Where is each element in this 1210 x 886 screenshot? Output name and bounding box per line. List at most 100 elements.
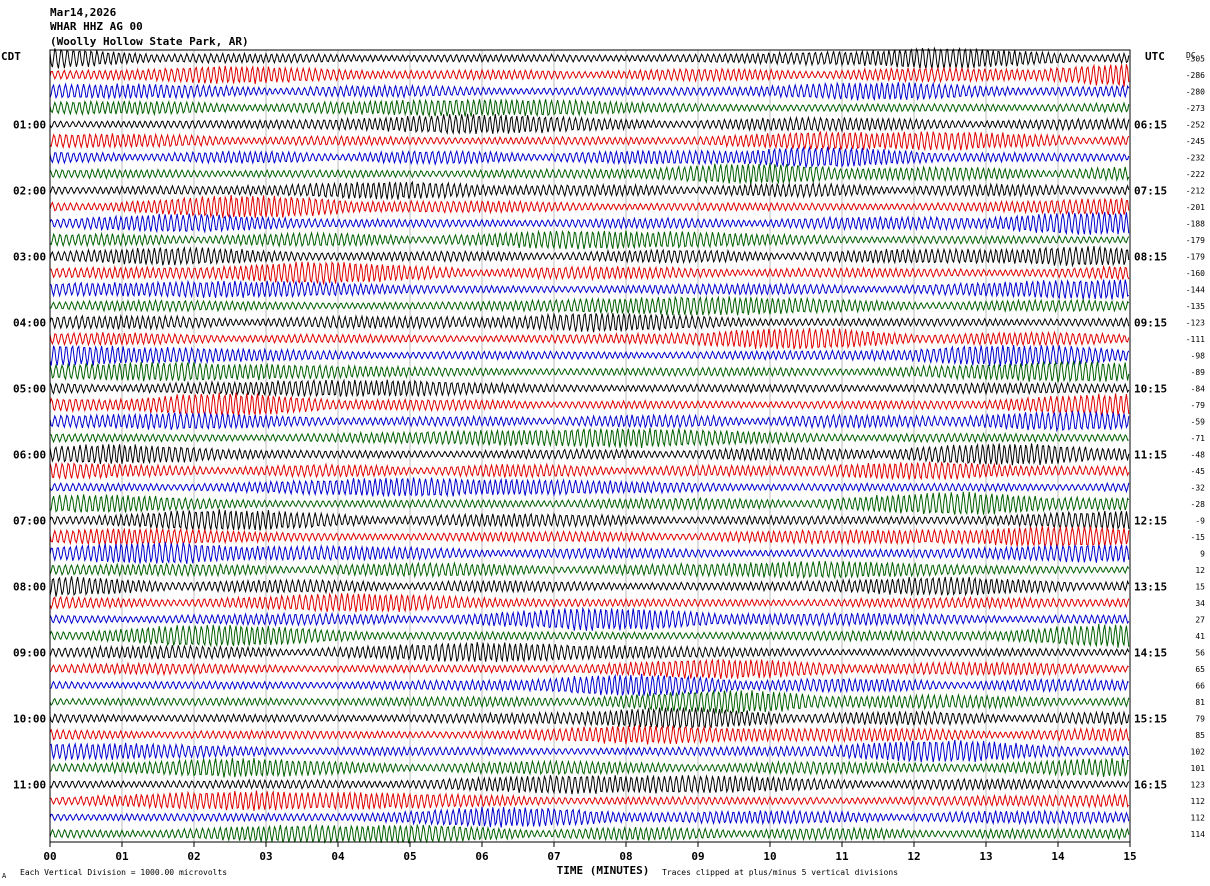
utc-hour-label: 07:15 <box>1134 184 1167 197</box>
trace-row-42 <box>49 739 1129 763</box>
dc-offset-row-47: 114 <box>1191 830 1206 839</box>
dc-offset-row-35: 41 <box>1195 632 1205 641</box>
trace-row-40 <box>49 707 1130 731</box>
dc-offset-row-20: -84 <box>1191 384 1206 393</box>
trace-row-16 <box>49 312 1130 333</box>
dc-offset-row-11: -179 <box>1186 236 1205 245</box>
utc-hour-label: 13:15 <box>1134 580 1167 593</box>
cdt-hour-label: 09:00 <box>13 646 46 659</box>
trace-row-10 <box>49 211 1130 236</box>
scale-note: Each Vertical Division = 1000.00 microvo… <box>20 868 227 877</box>
trace-row-9 <box>49 194 1130 219</box>
x-tick-label-03: 03 <box>259 850 272 863</box>
utc-hour-label: 10:15 <box>1134 382 1167 395</box>
cdt-hour-labels: 01:00 02:00 03:00 04:00 05:00 06:00 07:00 08:00… <box>13 118 46 791</box>
dc-offset-row-25: -45 <box>1191 467 1206 476</box>
trace-row-12 <box>49 245 1130 268</box>
trace-row-43 <box>49 757 1129 778</box>
cdt-hour-label: 11:00 <box>13 778 46 791</box>
trace-row-22 <box>49 411 1130 433</box>
cdt-hour-label: 03:00 <box>13 250 46 263</box>
x-tick-label-04: 04 <box>331 850 345 863</box>
seismogram-traces <box>49 46 1130 844</box>
trace-row-6 <box>49 145 1130 168</box>
dc-offset-row-46: 112 <box>1191 813 1206 822</box>
dc-offset-row-42: 102 <box>1191 747 1206 756</box>
trace-row-38 <box>49 673 1130 697</box>
utc-hour-labels: 06:15 07:15 08:15 09:15 10:15 11:15 12:15 13:15… <box>1134 118 1167 791</box>
trace-row-36 <box>49 641 1130 663</box>
trace-row-37 <box>49 658 1130 680</box>
utc-hour-label: 08:15 <box>1134 250 1167 263</box>
right-timezone-label: UTC <box>1145 50 1165 63</box>
dc-offset-row-41: 85 <box>1195 731 1205 740</box>
dc-offset-row-15: -135 <box>1186 302 1205 311</box>
trace-row-35 <box>49 623 1130 648</box>
trace-row-1 <box>49 63 1130 87</box>
trace-row-31 <box>49 560 1130 580</box>
dc-offset-row-2: -280 <box>1186 87 1205 96</box>
dc-offset-row-29: -15 <box>1191 533 1206 542</box>
cdt-hour-label: 01:00 <box>13 118 46 131</box>
dc-offset-row-27: -28 <box>1191 500 1206 509</box>
trace-row-46 <box>49 806 1130 828</box>
dc-offset-row-7: -222 <box>1186 170 1205 179</box>
x-axis-title: TIME (MINUTES) <box>557 864 650 877</box>
dc-offset-row-43: 101 <box>1191 764 1206 773</box>
corner-mark: A <box>2 872 7 880</box>
trace-row-7 <box>49 163 1130 185</box>
x-tick-label-02: 02 <box>187 850 200 863</box>
dc-offset-row-38: 66 <box>1195 681 1205 690</box>
trace-row-0 <box>49 46 1130 70</box>
dc-offset-row-13: -160 <box>1186 269 1205 278</box>
dc-offset-row-22: -59 <box>1191 417 1206 426</box>
dc-offset-row-16: -123 <box>1186 318 1205 327</box>
trace-row-5 <box>49 130 1130 152</box>
utc-hour-label: 16:15 <box>1134 778 1167 791</box>
cdt-hour-label: 02:00 <box>13 184 46 197</box>
trace-row-29 <box>49 525 1130 548</box>
dc-offset-row-31: 12 <box>1195 566 1205 575</box>
trace-row-23 <box>49 427 1129 448</box>
dc-offset-row-23: -71 <box>1191 434 1206 443</box>
x-tick-label-05: 05 <box>403 850 416 863</box>
dc-offset-row-4: -252 <box>1186 120 1205 129</box>
trace-row-18 <box>49 344 1130 367</box>
trace-row-8 <box>49 180 1130 201</box>
time-axis: 00 01 02 03 04 05 06 07 08 09 10 11 12 13 14 15 <box>43 842 1137 863</box>
utc-hour-label: 15:15 <box>1134 712 1167 725</box>
trace-row-11 <box>49 229 1130 251</box>
trace-row-15 <box>49 295 1130 317</box>
x-tick-label-13: 13 <box>979 850 992 863</box>
trace-row-34 <box>49 606 1130 631</box>
left-timezone-label: CDT <box>1 50 21 63</box>
dc-offset-labels: -305 -286 -280 -273 -252 -245 -232 -222 -212 -201… <box>1186 54 1205 839</box>
plot-frame <box>49 49 1131 843</box>
dc-offset-row-1: -286 <box>1186 71 1205 80</box>
trace-row-4 <box>49 113 1130 136</box>
x-tick-label-15: 15 <box>1123 850 1136 863</box>
trace-row-33 <box>49 592 1130 613</box>
trace-row-26 <box>49 477 1130 498</box>
trace-row-30 <box>49 542 1130 564</box>
trace-row-2 <box>49 81 1130 102</box>
x-tick-label-07: 07 <box>547 850 560 863</box>
trace-row-13 <box>49 261 1130 285</box>
dc-offset-row-44: 123 <box>1191 780 1206 789</box>
dc-offset-row-39: 81 <box>1195 698 1205 707</box>
utc-hour-label: 06:15 <box>1134 118 1167 131</box>
dc-offset-row-26: -32 <box>1191 483 1206 492</box>
x-tick-label-08: 08 <box>619 850 632 863</box>
dc-offset-row-9: -201 <box>1186 203 1205 212</box>
trace-row-32 <box>49 576 1130 597</box>
time-gridlines <box>121 50 1059 842</box>
x-tick-label-06: 06 <box>475 850 489 863</box>
dc-offset-row-0: -305 <box>1186 54 1205 63</box>
dc-header-label: DC <box>1186 51 1196 60</box>
clip-note: Traces clipped at plus/minus 5 vertical … <box>662 868 898 877</box>
trace-row-28 <box>49 509 1130 531</box>
dc-offset-row-6: -232 <box>1186 153 1205 162</box>
dc-offset-row-32: 15 <box>1195 582 1205 591</box>
dc-offset-row-8: -212 <box>1186 186 1205 195</box>
